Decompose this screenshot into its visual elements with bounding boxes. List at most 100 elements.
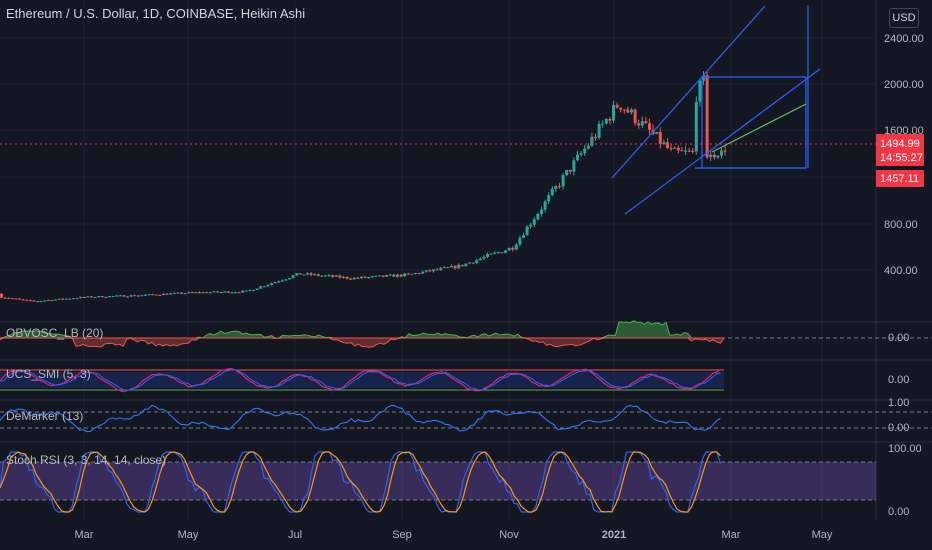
candle-body: [136, 295, 140, 297]
price-axis[interactable]: 2400.002000.001600.001200.00800.00400.00…: [884, 33, 924, 518]
candle-body: [655, 131, 659, 134]
candle-body: [93, 297, 97, 299]
candle-body: [666, 142, 669, 148]
candle-body: [723, 150, 727, 152]
smi-line: [0, 367, 721, 393]
candle-body: [43, 300, 47, 302]
currency-button[interactable]: USD: [889, 8, 919, 28]
candle-body: [61, 298, 65, 300]
candle-body: [266, 284, 270, 287]
candle-body: [421, 271, 425, 274]
candle-body: [122, 295, 126, 297]
candle-body: [309, 273, 313, 276]
indicator-label-stoch-rsi[interactable]: Stoch RSI (3, 3, 14, 14, close): [6, 453, 167, 467]
time-tick-label: Jul: [288, 529, 302, 541]
price-pane[interactable]: [0, 5, 876, 303]
candle-body: [352, 277, 356, 280]
time-tick-label: Mar: [75, 529, 94, 541]
candle-body: [568, 169, 572, 172]
indicator-axis-label: 0.00: [888, 332, 909, 344]
candle-body: [280, 280, 284, 282]
candle-body: [468, 262, 471, 264]
candle-body: [288, 278, 291, 280]
candle-body: [360, 276, 363, 279]
candle-body: [712, 154, 716, 158]
candle-body: [187, 292, 191, 294]
candle-body: [270, 283, 273, 285]
candle-body: [291, 275, 295, 279]
candle-body: [504, 250, 507, 253]
candle-body: [471, 262, 475, 264]
indicator-axis-label: 1.00: [888, 397, 909, 409]
candle-body: [687, 150, 691, 152]
candle-body: [169, 293, 173, 295]
candle-body: [306, 273, 309, 275]
candle-body: [226, 291, 230, 293]
candle-body: [234, 292, 237, 294]
candle-body: [522, 235, 525, 238]
channel-upper-line[interactable]: [611, 5, 766, 179]
candle-body: [104, 297, 108, 299]
candle-body: [432, 269, 435, 272]
green-trend-line[interactable]: [711, 103, 807, 153]
candle-body: [633, 109, 637, 124]
candle-body: [115, 295, 119, 297]
candle-body: [572, 160, 576, 172]
demarker-pane[interactable]: [0, 404, 932, 433]
candle-body: [597, 123, 601, 138]
candle-body: [151, 294, 155, 296]
candle-body: [334, 275, 338, 277]
candle-body: [176, 292, 180, 294]
candle-body: [720, 150, 723, 156]
time-tick-label: Sep: [392, 529, 412, 541]
candle-body: [460, 264, 464, 267]
candle-body: [255, 288, 259, 290]
candle-body: [18, 298, 21, 300]
countdown-value: 14:55:27: [880, 152, 923, 164]
channel-lower-line[interactable]: [624, 68, 821, 215]
candle-body: [565, 169, 569, 176]
candle-body: [39, 300, 43, 302]
candle-body: [100, 296, 104, 298]
candle-body: [428, 270, 432, 272]
candle-body: [399, 274, 403, 277]
candle-body: [608, 119, 612, 121]
smi-pane[interactable]: [0, 367, 724, 393]
stoch-k-line: [0, 451, 721, 513]
time-axis[interactable]: Mar May Jul Sep Nov 2021 Mar May: [75, 529, 833, 541]
candle-body: [601, 123, 605, 125]
candle-body: [356, 277, 360, 279]
candle-body: [547, 195, 551, 202]
candle-body: [86, 296, 90, 298]
candle-body: [532, 219, 536, 225]
candle-body: [540, 209, 543, 214]
smi-band: [0, 372, 724, 388]
candle-body: [129, 295, 133, 297]
candle-body: [302, 274, 306, 276]
candle-body: [514, 244, 518, 250]
candle-body: [680, 150, 684, 152]
candle-body: [378, 275, 381, 277]
indicator-label-smi[interactable]: UCS_SMI (5, 3): [6, 367, 91, 381]
indicator-label-demarker[interactable]: DeMarker (13): [6, 409, 84, 423]
candle-body: [349, 278, 353, 280]
candle-body: [579, 153, 583, 155]
candle-body: [450, 265, 453, 268]
candle-body: [57, 298, 61, 300]
candle-body: [435, 269, 439, 271]
candle-body: [230, 292, 234, 294]
stoch-rsi-pane[interactable]: [0, 451, 876, 513]
candle-body: [518, 237, 522, 245]
candle-body: [144, 294, 147, 296]
indicator-label-obv[interactable]: OBVOSC_LB (20): [6, 326, 104, 340]
candle-body: [273, 282, 277, 284]
obv-oscillator-pane[interactable]: [0, 320, 932, 348]
marker-price-value: 1457.11: [880, 173, 919, 185]
candle-body: [219, 291, 223, 293]
candle-body: [702, 75, 705, 81]
candle-body: [338, 275, 342, 278]
candle-body: [648, 123, 651, 130]
candle-body: [424, 270, 428, 272]
candle-body: [493, 252, 497, 254]
